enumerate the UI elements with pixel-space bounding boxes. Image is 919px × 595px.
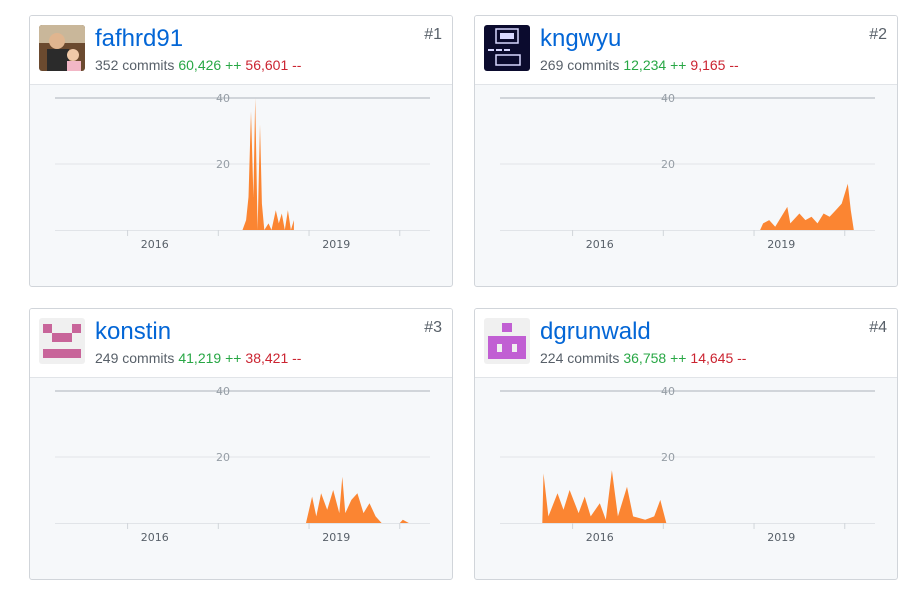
y-tick-label: 20 — [661, 158, 675, 171]
commits-link[interactable]: 224 commits — [540, 350, 620, 366]
rank-label: #4 — [869, 319, 887, 336]
y-tick-label: 40 — [661, 92, 675, 105]
x-tick-label: 2016 — [141, 531, 169, 544]
additions-count: 41,219 ++ — [178, 350, 242, 366]
contributor-card: konstin 249 commits 41,219 ++ 38,421 -- #3 20… — [29, 308, 453, 580]
commits-link[interactable]: 352 commits — [95, 57, 175, 73]
ascii-art-avatar[interactable] — [484, 25, 530, 71]
contribution-chart: 20 40 2016 2019 — [55, 92, 430, 251]
rank-label: #1 — [424, 26, 442, 43]
deletions-count: 38,421 -- — [245, 350, 302, 366]
identicon-avatar[interactable] — [39, 318, 85, 364]
contribution-stats: 352 commits 60,426 ++ 56,601 -- — [95, 56, 301, 74]
x-tick-label: 2019 — [767, 531, 795, 544]
y-tick-label: 40 — [661, 385, 675, 398]
contribution-chart: 20 40 2016 2019 — [55, 385, 430, 544]
contributor-card: kngwyu 269 commits 12,234 ++ 9,165 -- #2 20 40… — [474, 15, 898, 287]
commits-link[interactable]: 269 commits — [540, 57, 620, 73]
username-link[interactable]: konstin — [95, 318, 172, 345]
commit-area — [542, 470, 667, 523]
username-link[interactable]: kngwyu — [540, 25, 622, 52]
x-tick-label: 2016 — [141, 238, 169, 251]
y-tick-label: 40 — [216, 92, 230, 105]
additions-count: 60,426 ++ — [178, 57, 242, 73]
y-tick-label: 20 — [661, 451, 675, 464]
rank-label: #2 — [869, 26, 887, 43]
commit-area — [306, 476, 409, 523]
contributor-header: dgrunwald 224 commits 36,758 ++ 14,645 -- #4 — [475, 309, 897, 378]
rank-label: #3 — [424, 319, 442, 336]
x-tick-label: 2019 — [322, 531, 350, 544]
commits-link[interactable]: 249 commits — [95, 350, 175, 366]
commit-area — [242, 98, 294, 230]
contribution-stats: 224 commits 36,758 ++ 14,645 -- — [540, 349, 746, 367]
y-tick-label: 20 — [216, 451, 230, 464]
contributor-header: konstin 249 commits 41,219 ++ 38,421 -- #3 — [30, 309, 452, 378]
x-tick-label: 2019 — [322, 238, 350, 251]
additions-count: 12,234 ++ — [623, 57, 687, 73]
x-tick-label: 2019 — [767, 238, 795, 251]
contributor-card: dgrunwald 224 commits 36,758 ++ 14,645 -- #4… — [474, 308, 898, 580]
x-tick-label: 2016 — [586, 531, 614, 544]
contribution-stats: 249 commits 41,219 ++ 38,421 -- — [95, 349, 301, 367]
additions-count: 36,758 ++ — [623, 350, 687, 366]
contribution-chart: 20 40 2016 2019 — [500, 92, 875, 251]
deletions-count: 14,645 -- — [690, 350, 747, 366]
commit-area — [760, 183, 854, 230]
username-link[interactable]: fafhrd91 — [95, 25, 184, 52]
contribution-stats: 269 commits 12,234 ++ 9,165 -- — [540, 56, 739, 74]
contribution-chart: 20 40 2016 2019 — [500, 385, 875, 544]
y-tick-label: 40 — [216, 385, 230, 398]
x-tick-label: 2016 — [586, 238, 614, 251]
y-tick-label: 20 — [216, 158, 230, 171]
contributor-header: fafhrd91 352 commits 60,426 ++ 56,601 -- #1 — [30, 16, 452, 85]
username-link[interactable]: dgrunwald — [540, 318, 651, 345]
contributor-card: fafhrd91 352 commits 60,426 ++ 56,601 -- #1 2… — [29, 15, 453, 287]
contributor-header: kngwyu 269 commits 12,234 ++ 9,165 -- #2 — [475, 16, 897, 85]
deletions-count: 9,165 -- — [690, 57, 739, 73]
photo-avatar[interactable] — [39, 25, 85, 71]
identicon-avatar[interactable] — [484, 318, 530, 364]
deletions-count: 56,601 -- — [245, 57, 302, 73]
